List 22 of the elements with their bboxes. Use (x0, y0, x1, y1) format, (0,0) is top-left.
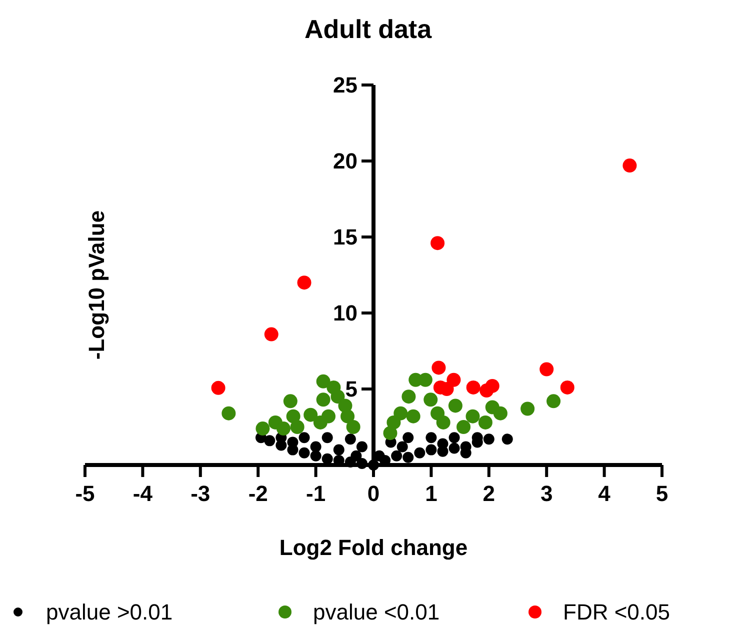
x-tick-label: -5 (75, 481, 95, 506)
legend-label: pvalue <0.01 (313, 600, 440, 625)
y-tick-label: 20 (333, 148, 358, 174)
x-tick-label: 2 (482, 481, 496, 506)
y-tick-label: 15 (333, 224, 358, 250)
y-tick-label: 10 (333, 300, 358, 326)
chart-title: Adult data (304, 14, 432, 44)
x-tick-label: -4 (132, 481, 154, 506)
x-tick-label: -2 (248, 481, 268, 506)
x-tick-label: 1 (425, 481, 438, 506)
x-tick-label: 3 (540, 481, 553, 506)
x-tick-label: -3 (190, 481, 210, 506)
x-tick-label: 0 (367, 481, 380, 506)
y-axis-title: -Log10 pValue (84, 210, 109, 360)
y-tick-label: 25 (333, 72, 358, 98)
legend-label: FDR <0.05 (563, 600, 670, 625)
x-tick-label: 5 (656, 481, 668, 506)
x-tick-label: -1 (306, 481, 326, 506)
y-tick-label: 5 (345, 376, 358, 402)
legend-label: pvalue >0.01 (46, 600, 173, 625)
x-tick-label: 4 (598, 481, 612, 506)
x-axis-title: Log2 Fold change (279, 535, 468, 560)
